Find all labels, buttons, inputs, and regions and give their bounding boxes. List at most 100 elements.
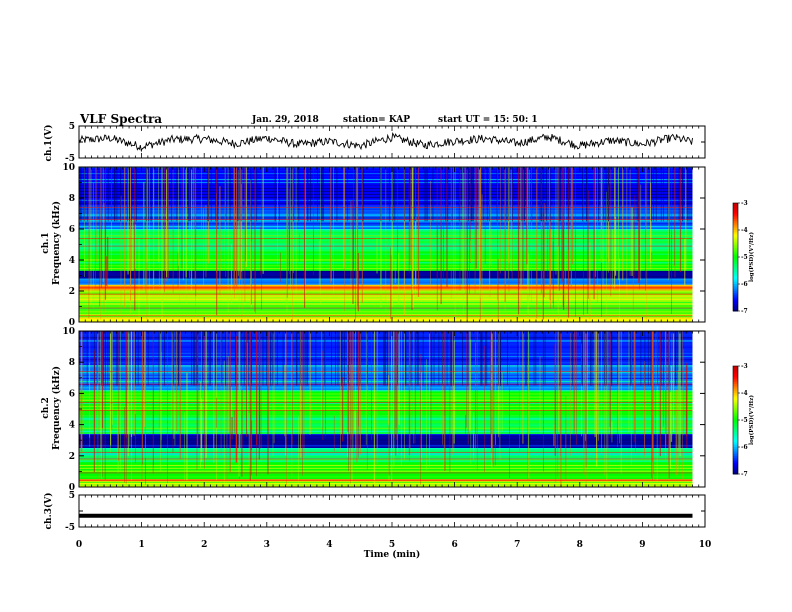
colorbar-cell (733, 248, 738, 251)
colorbar-cell (733, 208, 738, 211)
colorbar-cell (733, 443, 738, 446)
colorbar-cell (733, 289, 738, 292)
colorbar-cell (733, 466, 738, 470)
colorbar-cell (733, 457, 738, 461)
colorbar-cell (733, 221, 738, 224)
colorbar-cell (733, 438, 738, 441)
colorbar-cell (733, 429, 738, 432)
colorbar-cell (733, 298, 738, 301)
colorbar-cell (733, 411, 738, 414)
y-tick-label: 6 (69, 389, 75, 399)
colorbar-cell (733, 275, 738, 278)
colorbar-cell (733, 203, 738, 206)
colorbar-cell (733, 233, 738, 236)
colorbar-cell (733, 434, 738, 437)
colorbar-tick-label: -4 (741, 390, 748, 397)
colorbar-cell (733, 271, 738, 274)
ch1-spectrogram-ylabel-bottom: Frequency (kHz) (51, 201, 62, 285)
colorbar-cell (733, 373, 738, 376)
colorbar-cell (733, 441, 738, 444)
ch2-colorbar: -3 -4 -5 -6 -7 log(PSD)(V²/Hz) (732, 363, 755, 478)
colorbar-cell (733, 430, 738, 434)
colorbar-cell (733, 260, 738, 263)
y-tick-label: 0 (69, 483, 75, 493)
colorbar-cell (733, 224, 738, 227)
colorbar-cell (733, 230, 738, 233)
colorbar-cell (733, 403, 738, 407)
colorbar-cell (733, 427, 738, 430)
colorbar-cell (733, 385, 738, 389)
colorbar-cell (733, 249, 738, 253)
colorbar-cell (733, 375, 738, 378)
colorbar-cell (733, 235, 738, 238)
colorbar-cell (733, 472, 738, 475)
x-tick-label: 9 (639, 540, 645, 550)
colorbar-cell (733, 273, 738, 276)
colorbar-cell (733, 425, 738, 428)
x-tick-label: 8 (577, 540, 583, 550)
y-tick-label: 5 (69, 122, 75, 132)
colorbar-cell (733, 416, 738, 419)
x-tick-label: 0 (76, 540, 82, 550)
ch1-voltage-ylabel: ch.1(V) (43, 125, 54, 162)
colorbar-cell (733, 391, 738, 394)
colorbar-cell (733, 369, 738, 372)
colorbar-cell (733, 376, 738, 380)
colorbar-cell (733, 269, 738, 272)
colorbar-cell (733, 394, 738, 398)
colorbar-label: log(PSD)(V²/Hz) (748, 232, 755, 282)
x-tick-label: 1 (138, 540, 144, 550)
colorbar-cell (733, 367, 738, 371)
colorbar-cell (733, 382, 738, 385)
spectrogram-image (79, 331, 705, 487)
colorbar-tick-label: -5 (741, 254, 748, 261)
colorbar-tick-label: -3 (741, 200, 748, 207)
colorbar-cell (733, 239, 738, 242)
colorbar-cell (733, 407, 738, 410)
colorbar-cell (733, 206, 738, 209)
colorbar-cell (733, 287, 738, 290)
colorbar-cell (733, 303, 738, 307)
colorbar-cell (733, 246, 738, 249)
time-axis: 0 1 2 3 4 5 6 7 8 9 10 (76, 540, 711, 550)
ch1-spectrogram-panel: 0 2 4 6 8 10 (62, 163, 706, 328)
y-tick-label: 10 (62, 327, 75, 337)
colorbar-tick-label: -4 (741, 227, 748, 234)
colorbar-cell (733, 210, 738, 213)
colorbar-cell (733, 253, 738, 256)
colorbar-tick-label: -6 (741, 281, 748, 288)
colorbar-cell (733, 267, 738, 271)
colorbar-cell (733, 213, 738, 217)
x-tick-label: 3 (264, 540, 270, 550)
colorbar-label: log(PSD)(V²/Hz) (748, 395, 755, 445)
colorbar-cell (733, 445, 738, 448)
colorbar-cell (733, 378, 738, 381)
frequency-band (79, 479, 693, 487)
colorbar-cell (733, 266, 738, 269)
x-tick-label: 7 (514, 540, 520, 550)
x-tick-label: 4 (326, 540, 332, 550)
colorbar-cell (733, 212, 738, 215)
y-tick-label: -5 (65, 523, 75, 533)
ch3-voltage-ylabel: ch.3(V) (43, 493, 54, 530)
colorbar-cell (733, 389, 738, 392)
colorbar-cell (733, 204, 738, 208)
colorbar-cell (733, 222, 738, 226)
colorbar-cell (733, 294, 738, 298)
colorbar-cell (733, 255, 738, 258)
ch3-waveform-panel: 5 -5 (65, 491, 706, 533)
colorbar-cell (733, 465, 738, 468)
colorbar-cell (733, 396, 738, 399)
colorbar-cell (733, 432, 738, 435)
y-tick-label: -5 (65, 154, 75, 164)
time-xlabel: Time (min) (364, 549, 421, 560)
colorbar-cell (733, 258, 738, 262)
station-label: station= KAP (343, 115, 410, 125)
colorbar-tick-label: -3 (741, 363, 748, 370)
colorbar-cell (733, 384, 738, 387)
colorbar-cell (733, 436, 738, 439)
ch2-spectrogram-ylabel-top: ch.2 (41, 397, 51, 418)
colorbar-cell (733, 262, 738, 265)
colorbar-cell (733, 302, 738, 305)
